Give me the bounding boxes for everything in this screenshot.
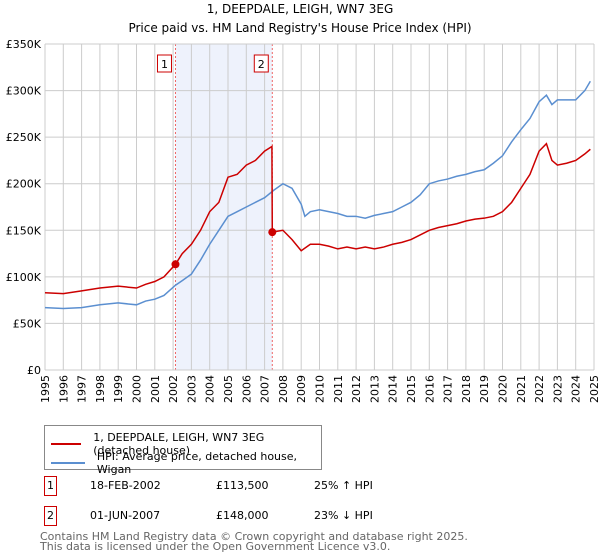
y-tick-label: £50K (13, 317, 42, 330)
x-tick-label: 2018 (460, 375, 473, 403)
y-tick-label: £100K (6, 271, 42, 284)
sale-point (171, 260, 180, 269)
footer-line-2: This data is licensed under the Open Gov… (40, 540, 391, 553)
x-tick-label: 1995 (39, 375, 52, 403)
x-tick-label: 2004 (204, 375, 217, 403)
x-tick-label: 2003 (185, 375, 198, 403)
sale-label: 2 (258, 58, 265, 71)
footer-line-1: Contains HM Land Registry data © Crown c… (40, 530, 468, 543)
series-line (44, 80, 591, 310)
series-line (44, 142, 591, 295)
x-tick-label: 2012 (350, 375, 363, 403)
x-tick-label: 1999 (112, 375, 125, 403)
x-tick-label: 2010 (314, 375, 327, 403)
x-tick-label: 2008 (277, 375, 290, 403)
x-tick-label: 2005 (222, 375, 235, 403)
x-tick-label: 2011 (332, 375, 345, 403)
x-tick-label: 2021 (515, 375, 528, 403)
y-tick-label: £150K (6, 224, 42, 237)
x-tick-label: 1996 (57, 375, 70, 403)
footer: Contains HM Land Registry data © Crown c… (40, 530, 468, 553)
x-tick-label: 1998 (94, 375, 107, 403)
x-tick-label: 2013 (368, 375, 381, 403)
legend: 1, DEEPDALE, LEIGH, WN7 3EG (detached ho… (44, 425, 322, 476)
transaction-hpi: 25% ↑ HPI (314, 479, 373, 492)
x-tick-label: 2000 (131, 375, 144, 403)
transaction-number: 2 (44, 506, 57, 526)
sale-label: 1 (161, 58, 168, 71)
legend-swatch-blue (51, 462, 85, 464)
sale-label-box (156, 54, 172, 73)
x-tick-label: 1997 (76, 375, 89, 403)
x-tick-label: 2020 (497, 375, 510, 403)
transaction-date: 01-JUN-2007 (90, 509, 161, 522)
legend-item-hpi: HPI: Average price, detached house, Wiga… (51, 450, 321, 476)
x-tick-label: 2022 (533, 375, 546, 403)
x-tick-label: 2002 (167, 375, 180, 403)
x-tick-label: 2016 (423, 375, 436, 403)
chart-title: 1, DEEPDALE, LEIGH, WN7 3EG (207, 2, 394, 16)
legend-label: 1, DEEPDALE, LEIGH, WN7 3EG (detached ho… (93, 431, 265, 457)
x-tick-label: 2015 (405, 375, 418, 403)
y-tick-label: £0 (27, 364, 41, 377)
x-tick-label: 2019 (478, 375, 491, 403)
y-tick-label: £350K (6, 38, 42, 51)
x-tick-label: 2007 (259, 375, 272, 403)
sale-point (268, 228, 277, 237)
transaction-number: 1 (44, 476, 57, 496)
x-tick-label: 2025 (588, 375, 600, 403)
price-chart: 1, DEEPDALE, LEIGH, WN7 3EG Price paid v… (6, 2, 600, 403)
sale-label-box (253, 54, 269, 73)
x-tick-label: 2014 (387, 375, 400, 403)
shaded-ownership-period (175, 44, 273, 370)
legend-label: HPI: Average price, detached house, Wiga… (96, 450, 298, 476)
transaction-hpi: 23% ↓ HPI (314, 509, 373, 522)
transaction-row: 1 18-FEB-2002 £113,500 25% ↑ HPI (44, 476, 564, 496)
transaction-date: 18-FEB-2002 (90, 479, 161, 492)
transaction-price: £113,500 (216, 479, 269, 492)
x-tick-label: 2009 (295, 375, 308, 403)
legend-swatch-red (51, 443, 82, 445)
y-tick-label: £200K (6, 178, 42, 191)
x-tick-label: 2017 (442, 375, 455, 403)
x-tick-label: 2023 (551, 375, 564, 403)
y-tick-label: £300K (6, 85, 42, 98)
y-tick-label: £250K (6, 131, 42, 144)
transaction-price: £148,000 (216, 509, 269, 522)
x-tick-label: 2001 (149, 375, 162, 403)
transaction-row: 2 01-JUN-2007 £148,000 23% ↓ HPI (44, 506, 564, 526)
legend-item-property: 1, DEEPDALE, LEIGH, WN7 3EG (detached ho… (51, 431, 321, 457)
chart-subtitle: Price paid vs. HM Land Registry's House … (128, 21, 471, 35)
x-tick-label: 2024 (570, 375, 583, 403)
x-tick-label: 2006 (240, 375, 253, 403)
